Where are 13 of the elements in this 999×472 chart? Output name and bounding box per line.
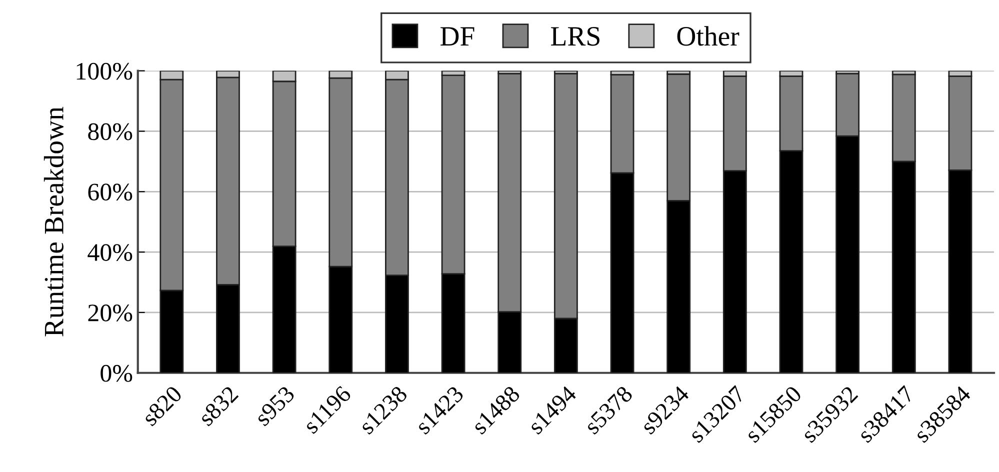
- y-axis-title: Runtime Breakdown: [44, 106, 64, 336]
- y-tick-label: 100%: [76, 62, 132, 80]
- y-tick-label: 40%: [88, 244, 132, 262]
- x-tick-label: s820: [141, 385, 183, 427]
- y-tick-label: 20%: [88, 304, 132, 322]
- legend-label: LRS: [551, 27, 600, 46]
- legend-label: DF: [440, 27, 474, 46]
- legend-label: Other: [677, 26, 740, 46]
- y-tick-label: 60%: [88, 184, 132, 201]
- x-tick-label: s832: [198, 385, 239, 427]
- y-tick-label: 0%: [100, 364, 132, 382]
- y-tick-label: 80%: [88, 123, 132, 140]
- x-tick-label: s953: [254, 385, 296, 427]
